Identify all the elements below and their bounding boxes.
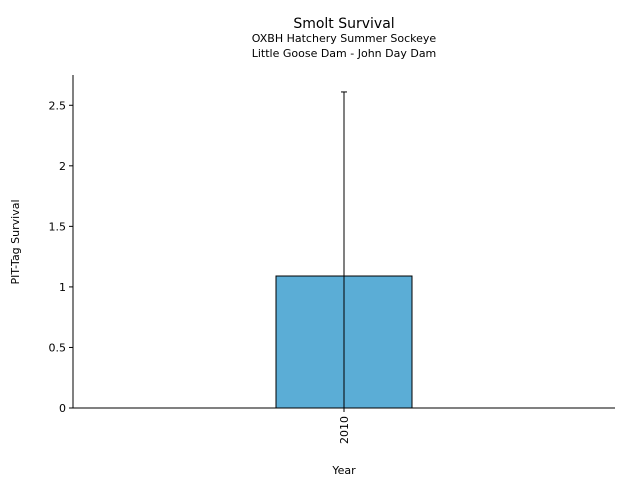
chart-title: Smolt Survival xyxy=(293,16,394,32)
y-tick-label: 0 xyxy=(59,402,66,415)
y-tick-label: 2 xyxy=(59,160,66,173)
y-tick-label: 0.5 xyxy=(49,341,67,354)
x-tick-label-2010: 2010 xyxy=(338,416,351,444)
y-tick-label: 2.5 xyxy=(49,99,67,112)
x-axis-label: Year xyxy=(331,464,356,477)
y-tick-label: 1 xyxy=(59,281,66,294)
y-axis-label: PIT-Tag Survival xyxy=(9,199,22,284)
y-tick-label: 1.5 xyxy=(49,220,67,233)
chart-subtitle-1: OXBH Hatchery Summer Sockeye xyxy=(252,32,437,45)
chart-subtitle-2: Little Goose Dam - John Day Dam xyxy=(252,47,437,60)
